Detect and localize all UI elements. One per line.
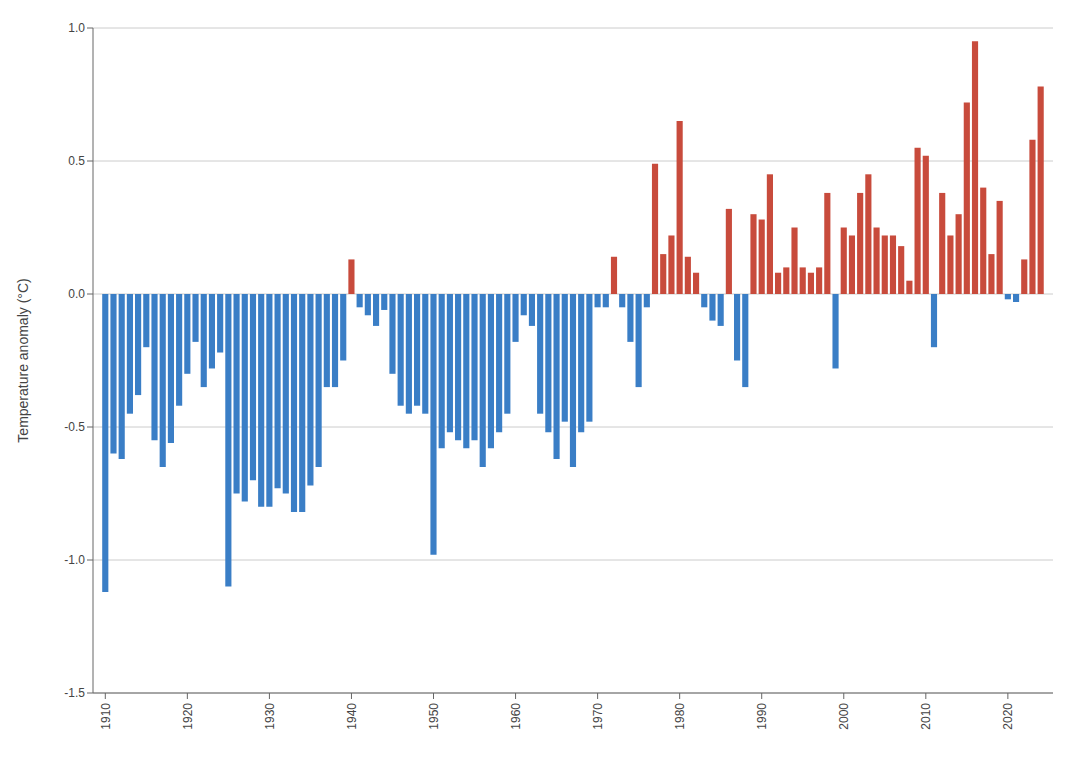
svg-text:1.0: 1.0	[68, 21, 85, 35]
svg-text:1920: 1920	[181, 703, 195, 730]
svg-text:1960: 1960	[509, 703, 523, 730]
svg-text:0.0: 0.0	[68, 287, 85, 301]
svg-text:1910: 1910	[99, 703, 113, 730]
svg-text:2000: 2000	[837, 703, 851, 730]
svg-text:-0.5: -0.5	[64, 420, 85, 434]
svg-text:2010: 2010	[919, 703, 933, 730]
svg-text:1970: 1970	[591, 703, 605, 730]
svg-text:0.5: 0.5	[68, 154, 85, 168]
svg-text:-1.0: -1.0	[64, 553, 85, 567]
svg-text:1940: 1940	[345, 703, 359, 730]
svg-text:1930: 1930	[263, 703, 277, 730]
svg-text:Temperature anomaly (°C): Temperature anomaly (°C)	[15, 278, 31, 442]
svg-text:1980: 1980	[673, 703, 687, 730]
svg-text:-1.5: -1.5	[64, 686, 85, 700]
svg-text:1990: 1990	[755, 703, 769, 730]
svg-text:1950: 1950	[427, 703, 441, 730]
svg-text:2020: 2020	[1001, 703, 1015, 730]
